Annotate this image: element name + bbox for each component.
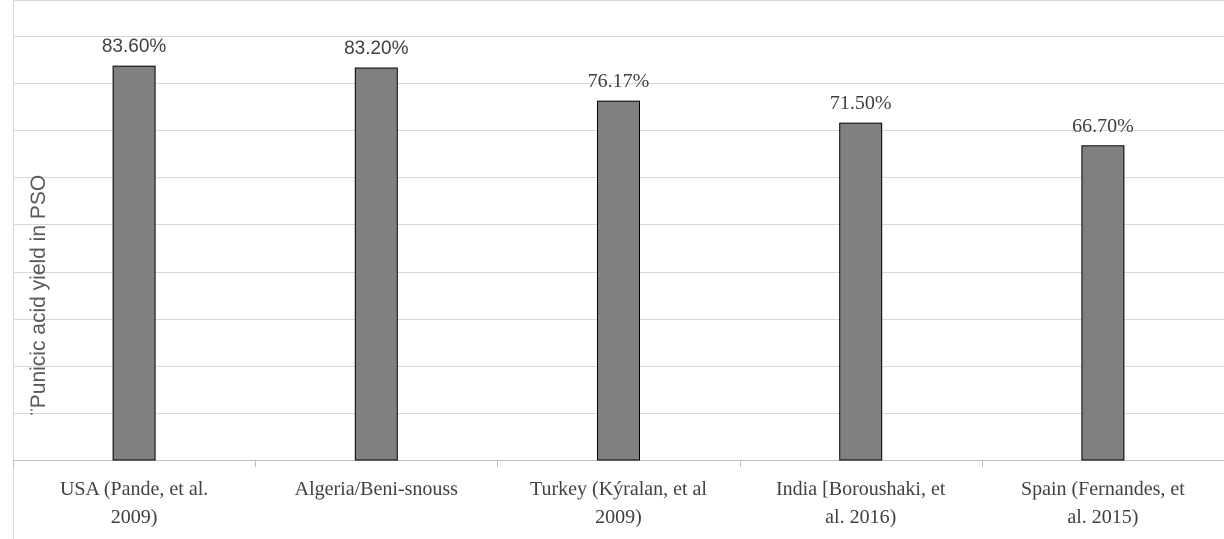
x-tick-label-line: Turkey (Kýralan, et al (530, 478, 707, 500)
x-tick-label-line: USA (Pande, et al. (60, 478, 208, 500)
bar (354, 67, 398, 461)
bar (597, 100, 640, 461)
x-tick-label-line: India [Boroushaki, et (776, 478, 946, 500)
x-tick-label-line: 2009) (595, 506, 642, 528)
x-tick-label-line: 2009) (111, 506, 158, 528)
x-tick-labels: USA (Pande, et al. 2009) Algeria/Beni-snou… (60, 478, 1185, 528)
x-tick-label-line: al. 2015) (1067, 506, 1138, 528)
data-labels: 83.60% 83.20% 76.17% 71.50% 66.70% (102, 36, 1134, 137)
x-tick-label: India [Boroushaki, et al. 2016) (776, 478, 946, 528)
y-axis-label: ¨Punicic acid yield in PSO (27, 175, 50, 415)
x-tick-label: Algeria/Beni-snouss (295, 478, 459, 500)
data-label: 83.60% (102, 36, 167, 57)
x-tick-label: USA (Pande, et al. 2009) (60, 478, 208, 528)
data-label: 71.50% (830, 92, 892, 114)
x-tick-label-line: Algeria/Beni-snouss (295, 478, 459, 500)
x-tick-label-line: Spain (Fernandes, et (1021, 478, 1185, 500)
data-label: 83.20% (344, 38, 409, 59)
x-axis (13, 460, 1224, 467)
data-label: 66.70% (1072, 115, 1134, 137)
bar (112, 65, 156, 461)
x-tick-label-line: al. 2016) (825, 506, 896, 528)
bar (1081, 145, 1125, 461)
x-tick-label: Spain (Fernandes, et al. 2015) (1021, 478, 1185, 528)
bars (112, 65, 1125, 461)
data-label: 76.17% (588, 70, 650, 92)
bar (839, 122, 883, 461)
x-tick-label: Turkey (Kýralan, et al 2009) (530, 478, 707, 528)
